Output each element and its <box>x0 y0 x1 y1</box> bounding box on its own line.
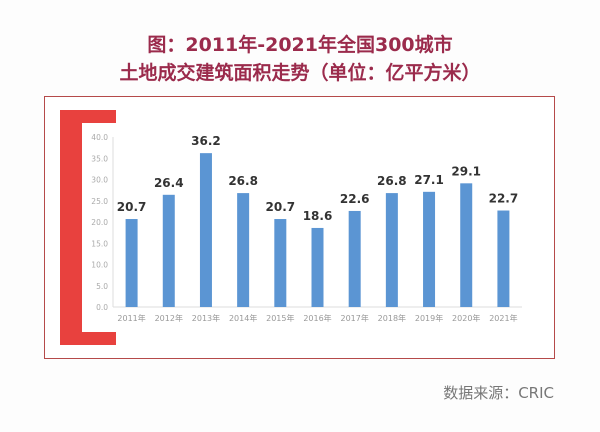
data-label: 29.1 <box>451 164 481 178</box>
bar-2016年 <box>311 227 324 307</box>
data-label: 27.1 <box>414 173 444 187</box>
x-tick-label: 2014年 <box>229 313 257 323</box>
bar-2017年 <box>348 210 361 307</box>
data-label: 20.7 <box>117 200 147 214</box>
x-tick-label: 2020年 <box>452 313 480 323</box>
data-label: 36.2 <box>191 134 221 148</box>
bar-2019年 <box>423 191 436 307</box>
red-bracket-decoration <box>60 110 116 345</box>
x-tick-label: 2021年 <box>489 313 517 323</box>
x-tick-label: 2011年 <box>117 313 145 323</box>
bar-2015年 <box>274 219 287 307</box>
data-label: 20.7 <box>266 200 296 214</box>
data-label: 22.6 <box>340 192 370 206</box>
x-tick-label: 2015年 <box>266 313 294 323</box>
x-tick-label: 2016年 <box>303 313 331 323</box>
bar-2011年 <box>125 219 138 307</box>
x-tick-label: 2017年 <box>341 313 369 323</box>
bar-2020年 <box>460 183 473 307</box>
y-tick-label: 0.0 <box>96 303 108 312</box>
data-label: 26.4 <box>154 176 184 190</box>
bar-2014年 <box>237 193 250 307</box>
y-tick-label: 25.0 <box>91 197 108 206</box>
chart-title-line2: 土地成交建筑面积走势（单位：亿平方米） <box>119 62 481 84</box>
data-source: 数据来源：CRIC <box>443 384 554 402</box>
data-label: 18.6 <box>303 209 333 223</box>
data-label: 26.8 <box>228 174 258 188</box>
y-tick-label: 30.0 <box>91 176 108 185</box>
chart-title-line1: 图：2011年-2021年全国300城市 <box>147 34 453 56</box>
y-tick-label: 35.0 <box>91 154 108 163</box>
bar-2018年 <box>385 193 398 307</box>
y-tick-label: 10.0 <box>91 261 108 270</box>
bar-2013年 <box>199 153 212 307</box>
y-tick-label: 40.0 <box>91 133 108 142</box>
data-label: 26.8 <box>377 174 407 188</box>
x-tick-label: 2013年 <box>192 313 220 323</box>
x-tick-label: 2019年 <box>415 313 443 323</box>
y-tick-label: 15.0 <box>91 239 108 248</box>
x-tick-label: 2012年 <box>155 313 183 323</box>
y-tick-label: 20.0 <box>91 218 108 227</box>
x-tick-label: 2018年 <box>378 313 406 323</box>
y-tick-label: 5.0 <box>96 282 108 291</box>
bar-2021年 <box>497 210 510 307</box>
bar-2012年 <box>162 194 175 307</box>
data-label: 22.7 <box>489 192 519 206</box>
